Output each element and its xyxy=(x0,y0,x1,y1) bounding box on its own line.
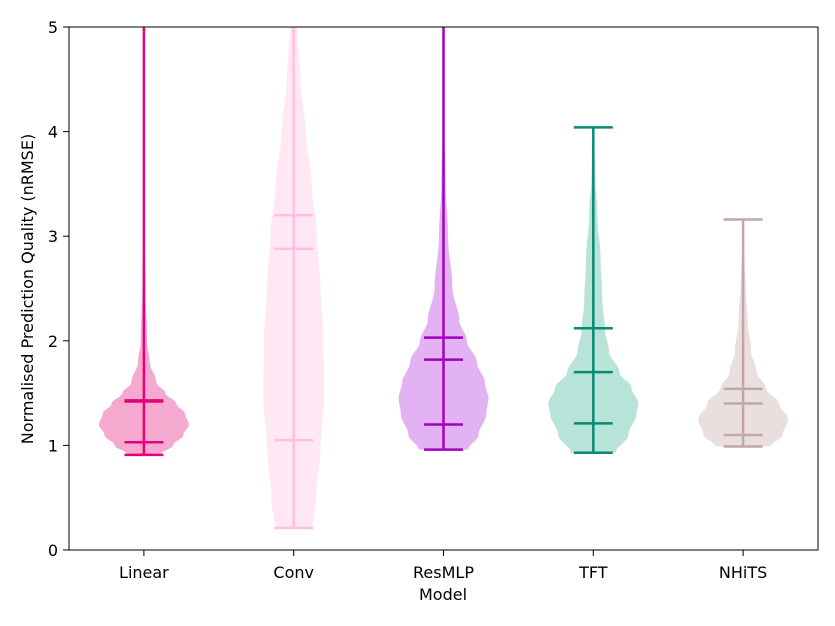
x-axis: Linear Conv ResMLP TFT NHiTS xyxy=(119,550,767,582)
y-tick-label: 1 xyxy=(48,436,58,455)
x-tick-label-tft: TFT xyxy=(578,563,608,582)
x-tick-label-resmlp: ResMLP xyxy=(413,563,474,582)
y-tick-label: 0 xyxy=(48,541,58,560)
stat-marker-layer xyxy=(124,27,763,530)
x-axis-title: Model xyxy=(419,585,467,604)
y-tick-label: 3 xyxy=(48,227,58,246)
x-tick-label-conv: Conv xyxy=(273,563,314,582)
x-tick-label-nhits: NHiTS xyxy=(719,563,767,582)
y-axis: 0 1 2 3 4 5 xyxy=(48,18,69,560)
y-axis-title: Normalised Prediction Quality (nRMSE) xyxy=(18,134,37,444)
y-tick-label: 2 xyxy=(48,332,58,351)
x-tick-label-linear: Linear xyxy=(119,563,169,582)
y-tick-label: 4 xyxy=(48,123,58,142)
y-tick-label: 5 xyxy=(48,18,58,37)
